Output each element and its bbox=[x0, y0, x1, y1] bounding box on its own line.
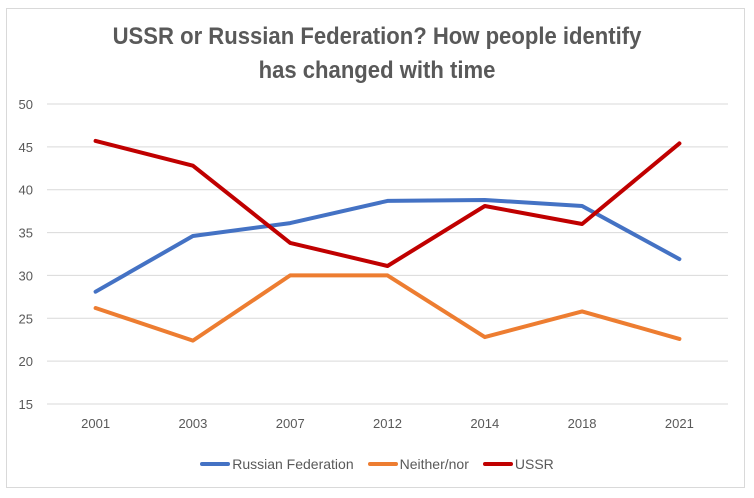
y-tick-label: 15 bbox=[19, 397, 33, 412]
x-tick-label: 2014 bbox=[470, 416, 499, 431]
chart-title: USSR or Russian Federation? How people i… bbox=[30, 20, 724, 88]
chart-title-line-2: has changed with time bbox=[258, 57, 496, 84]
gridlines bbox=[47, 103, 728, 405]
legend-item-russian-federation: Russian Federation bbox=[200, 456, 354, 472]
series-lines bbox=[93, 138, 682, 343]
y-tick-label: 40 bbox=[19, 183, 33, 198]
x-tick-label: 2018 bbox=[568, 416, 597, 431]
y-tick-label: 20 bbox=[19, 354, 33, 369]
legend-swatch-russian-federation bbox=[200, 462, 231, 466]
y-axis-ticks: 15 20 25 30 35 40 45 50 bbox=[19, 97, 33, 412]
x-tick-label: 2012 bbox=[373, 416, 402, 431]
chart-frame bbox=[6, 8, 745, 488]
x-tick-label: 2007 bbox=[276, 416, 305, 431]
y-tick-label: 30 bbox=[19, 268, 33, 283]
legend-swatch-ussr bbox=[482, 462, 513, 466]
legend-item-neither-nor: Neither/nor bbox=[367, 456, 469, 472]
legend-swatch-neither-nor bbox=[367, 462, 398, 466]
chart-title-line-1: USSR or Russian Federation? How people i… bbox=[112, 23, 642, 50]
legend-label: Russian Federation bbox=[232, 456, 354, 472]
legend-item-ussr: USSR bbox=[482, 456, 554, 472]
legend-label: Neither/nor bbox=[399, 456, 469, 472]
series-line-neither-nor bbox=[93, 273, 682, 343]
y-tick-label: 25 bbox=[19, 311, 33, 326]
series-line-russian-federation bbox=[93, 198, 682, 294]
y-tick-label: 35 bbox=[19, 226, 33, 241]
x-axis-ticks: 2001 2003 2007 2012 2014 2018 2021 bbox=[81, 416, 694, 431]
y-tick-label: 50 bbox=[19, 97, 33, 112]
y-tick-label: 45 bbox=[19, 140, 33, 155]
series-line-ussr bbox=[93, 138, 682, 268]
x-tick-label: 2021 bbox=[665, 416, 694, 431]
x-tick-label: 2003 bbox=[178, 416, 207, 431]
legend-label: USSR bbox=[514, 456, 554, 472]
legend: Russian Federation Neither/nor USSR bbox=[0, 456, 754, 472]
x-tick-label: 2001 bbox=[81, 416, 110, 431]
